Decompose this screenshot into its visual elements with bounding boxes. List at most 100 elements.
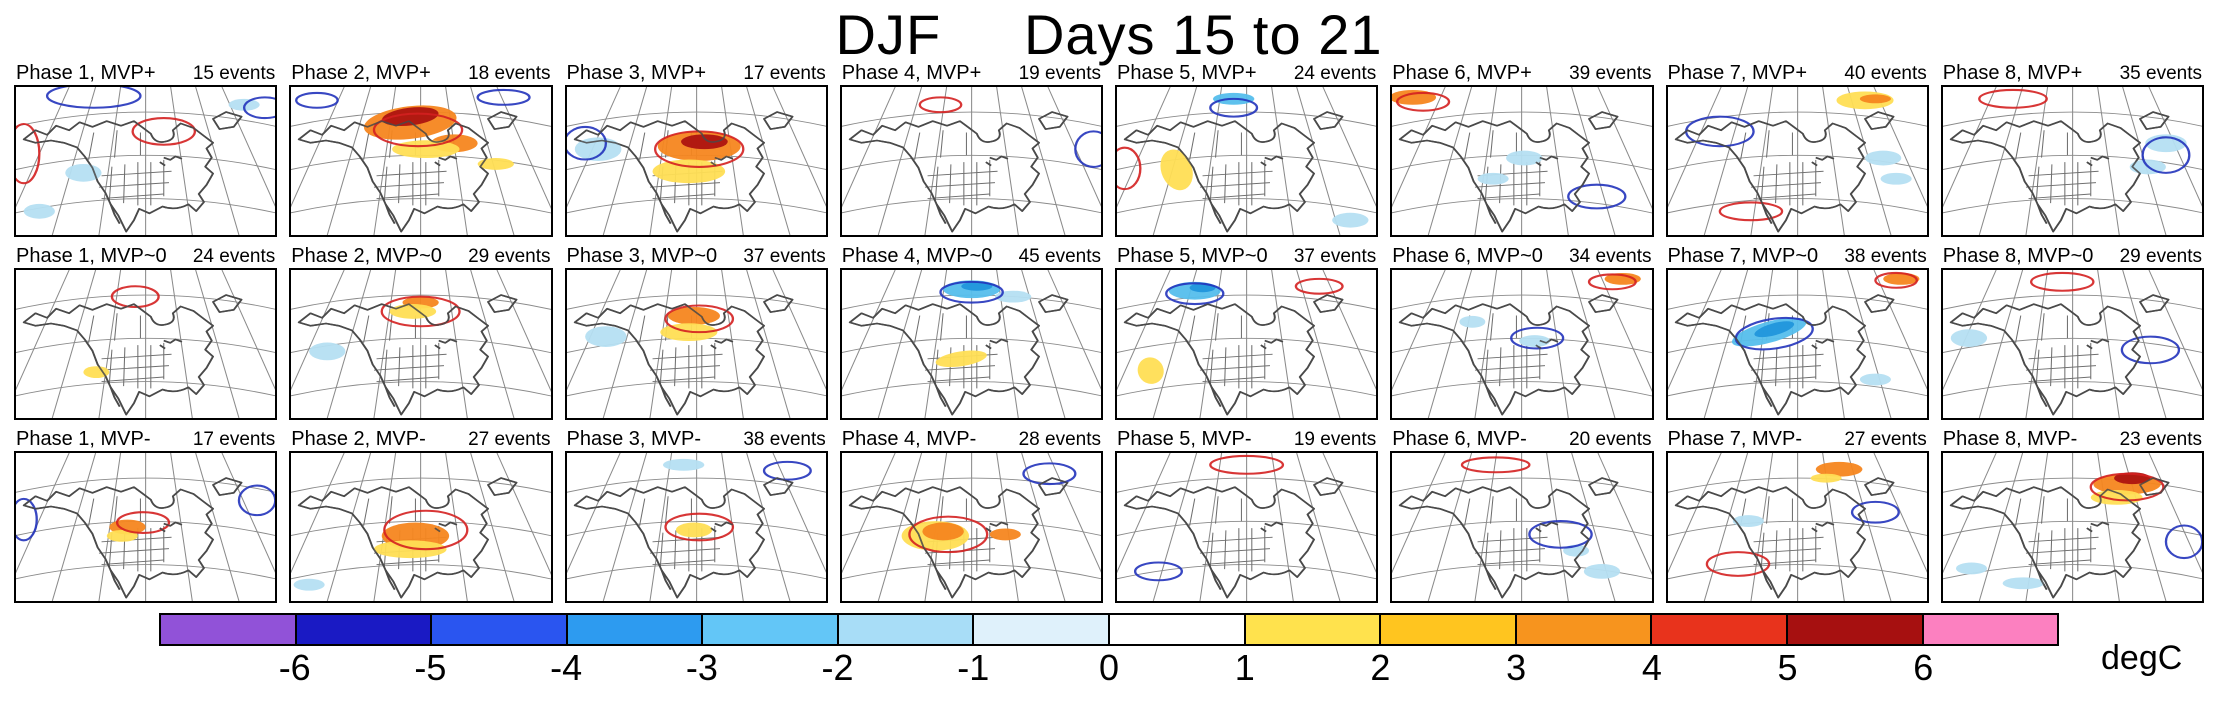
blue-contour [1133,561,1183,582]
panel-label: Phase 7, MVP~0 [1667,245,1819,267]
colorbar-cell [974,615,1111,644]
panel-label: Phase 2, MVP+ [291,62,431,84]
anomaly-shading [477,158,515,170]
anomaly-shading [935,350,987,368]
panel-label: Phase 2, MVP~0 [291,245,442,267]
map-overlay [16,87,276,233]
colorbar-cell [838,615,975,644]
colorbar-tick-label: 4 [1641,647,1662,688]
panel-header: Phase 7, MVP~0 38 events [1666,245,1929,268]
colorbar-cell [1923,615,2058,644]
red-contour [1718,201,1783,222]
red-contour [1588,273,1638,291]
anomaly-shading [675,522,712,538]
panel-cell: Phase 2, MVP- 27 events [289,428,553,603]
panel-label: Phase 5, MVP~0 [1117,245,1268,267]
blue-contour [1510,326,1565,350]
panel-header: Phase 8, MVP- 23 events [1941,428,2204,451]
panel-event-count: 17 events [192,429,276,450]
panel-row: Phase 1, MVP+ 15 events Phase 2, MVP+ 18 ev… [14,62,2204,237]
panel-cell: Phase 8, MVP~0 29 events [1940,245,2204,420]
red-contour [131,117,197,146]
colorbar-cell [1381,615,1517,644]
anomaly-shading [1584,564,1621,579]
panel-cell: Phase 1, MVP+ 15 events [14,62,278,237]
anomaly-shading [1864,150,1901,166]
blue-contour [1209,97,1259,118]
red-contour [663,512,734,542]
figure-title: DJF Days 15 to 21 [835,3,1383,66]
panel-event-count: 15 events [192,63,276,84]
panel-event-count: 18 events [468,63,551,84]
colorbar-cell [567,615,704,644]
panel-cell: Phase 6, MVP+ 39 events [1390,62,1654,237]
anomaly-shading [584,326,627,347]
anomaly-shading [83,366,110,379]
panel-label: Phase 3, MVP~0 [566,245,718,267]
panel-header: Phase 3, MVP+ 17 events [565,62,828,85]
map-panel [1115,451,1379,603]
panel-header: Phase 8, MVP~0 29 events [1941,245,2204,268]
map-panel [14,451,278,603]
blue-contour [939,280,1004,304]
colorbar-tick-label: -5 [414,647,447,688]
anomaly-shading [382,107,439,127]
panel-header: Phase 1, MVP- 17 events [14,428,277,451]
panel-event-count: 39 events [1569,63,1652,84]
red-contour [918,96,963,114]
map-panel [839,85,1103,237]
map-overlay [1949,88,2191,233]
colorbar-tick-label: 0 [1098,647,1120,688]
map-panel [1115,85,1379,237]
colorbar-tick-label: 3 [1506,647,1527,688]
red-contour [1209,454,1285,475]
anomaly-shading [1815,461,1862,477]
map-panel [1665,451,1929,603]
panel-cell: Phase 4, MVP+ 19 events [839,62,1103,237]
panel-label: Phase 5, MVP+ [1117,62,1257,84]
map-overlay [22,285,243,416]
panel-cell: Phase 7, MVP+ 40 events [1665,62,1929,237]
panel-label: Phase 6, MVP~0 [1392,245,1543,267]
anomaly-shading [1160,149,1193,191]
anomaly-shading [1137,357,1164,384]
red-contour [907,515,989,554]
blue-contour [1567,183,1627,210]
map-overlay [1399,272,1642,416]
colorbar-tick-label: -4 [550,647,583,688]
map-panel [839,451,1103,603]
red-contour [1461,456,1531,474]
panel-label: Phase 1, MVP+ [16,62,156,84]
blue-contour [45,87,142,109]
red-contour [110,285,160,309]
blue-contour [2164,524,2202,560]
panel-header: Phase 6, MVP+ 39 events [1390,62,1653,85]
anomaly-shading [1604,272,1642,285]
blue-contour [476,88,531,106]
panel-label: Phase 6, MVP- [1392,428,1527,450]
map-overlay [1123,277,1344,416]
colorbar-ticks: -6 -5 -4 -3 -2 -1 0 1 2 3 4 5 6 [159,646,2059,690]
map-overlay [298,294,518,416]
panel-cell: Phase 6, MVP~0 34 events [1390,245,1654,420]
panel-event-count: 40 events [1844,63,1927,84]
map-overlay [1392,89,1627,233]
anomaly-shading [1506,150,1543,166]
map-panel [289,268,553,420]
panel-cell: Phase 3, MVP- 38 events [564,428,828,603]
panel-event-count: 19 events [1018,63,1101,84]
red-contour [383,509,469,551]
colorbar-cell [1245,615,1382,644]
colorbar-tick-label: 6 [1913,647,1934,688]
map-overlay [573,294,793,416]
colorbar-cell [161,615,297,644]
map-panel [1665,85,1929,237]
panel-event-count: 28 events [1018,429,1101,450]
panel-header: Phase 6, MVP- 20 events [1390,428,1653,451]
anomaly-shading [1477,172,1509,185]
anomaly-shading [989,528,1021,541]
blue-contour [242,96,276,120]
panel-label: Phase 8, MVP- [1942,428,2078,450]
panel-event-count: 29 events [468,246,551,267]
map-panel [289,85,553,237]
